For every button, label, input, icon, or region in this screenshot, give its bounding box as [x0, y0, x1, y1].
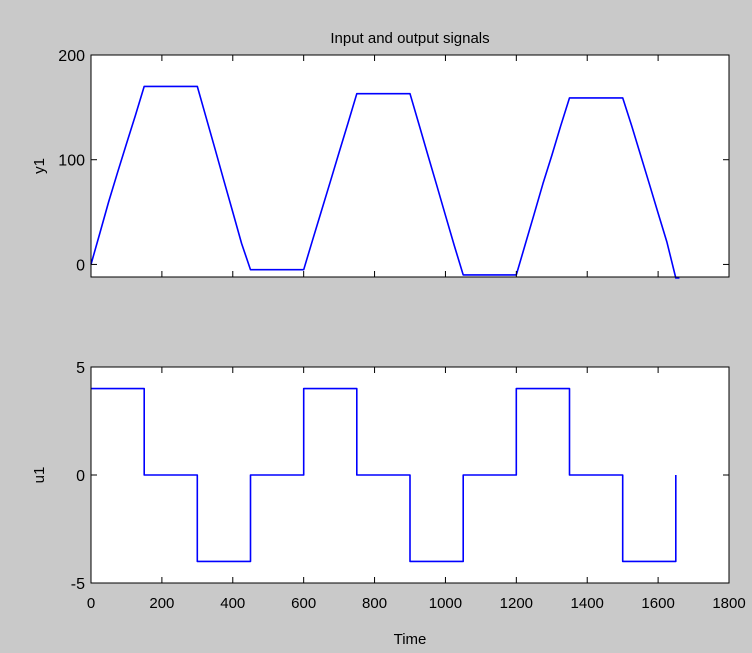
top-series-line [90, 85, 680, 279]
top-y-axis-label: y1 [31, 158, 48, 174]
top-axes-frame [90, 54, 730, 278]
bottom-y-axis-label: u1 [31, 467, 48, 484]
top-axes: 0 100 200 y1 [31, 48, 730, 279]
x-tick-label: 1800 [712, 595, 745, 612]
bottom-series-line [91, 387, 677, 563]
bottom-series-group [91, 387, 677, 563]
x-tick-label: 1200 [500, 595, 533, 612]
chart-title: Input and output signals [330, 30, 489, 47]
bottom-axes-frame [90, 366, 730, 584]
bottom-axes: 0 200 400 600 800 1000 1200 1400 1600 1800-505 u1… [31, 360, 746, 648]
x-tick-label: 200 [149, 595, 174, 612]
top-plot-area [91, 55, 729, 277]
top-y-tick-label: 200 [58, 48, 85, 65]
bottom-y-tick-label: -5 [71, 576, 85, 593]
bottom-y-tick-label: 0 [76, 468, 85, 485]
x-tick-label: 400 [220, 595, 245, 612]
top-series-group [90, 85, 680, 279]
top-y-tick-label: 0 [76, 257, 85, 274]
x-tick-label: 600 [291, 595, 316, 612]
top-y-tick-label: 100 [58, 153, 85, 170]
x-tick-label: 1600 [641, 595, 674, 612]
x-axis-label: Time [394, 631, 427, 648]
x-tick-label: 1400 [571, 595, 604, 612]
x-tick-label: 800 [362, 595, 387, 612]
x-tick-label: 0 [87, 595, 95, 612]
x-tick-label: 1000 [429, 595, 462, 612]
bottom-y-tick-label: 5 [76, 360, 85, 377]
